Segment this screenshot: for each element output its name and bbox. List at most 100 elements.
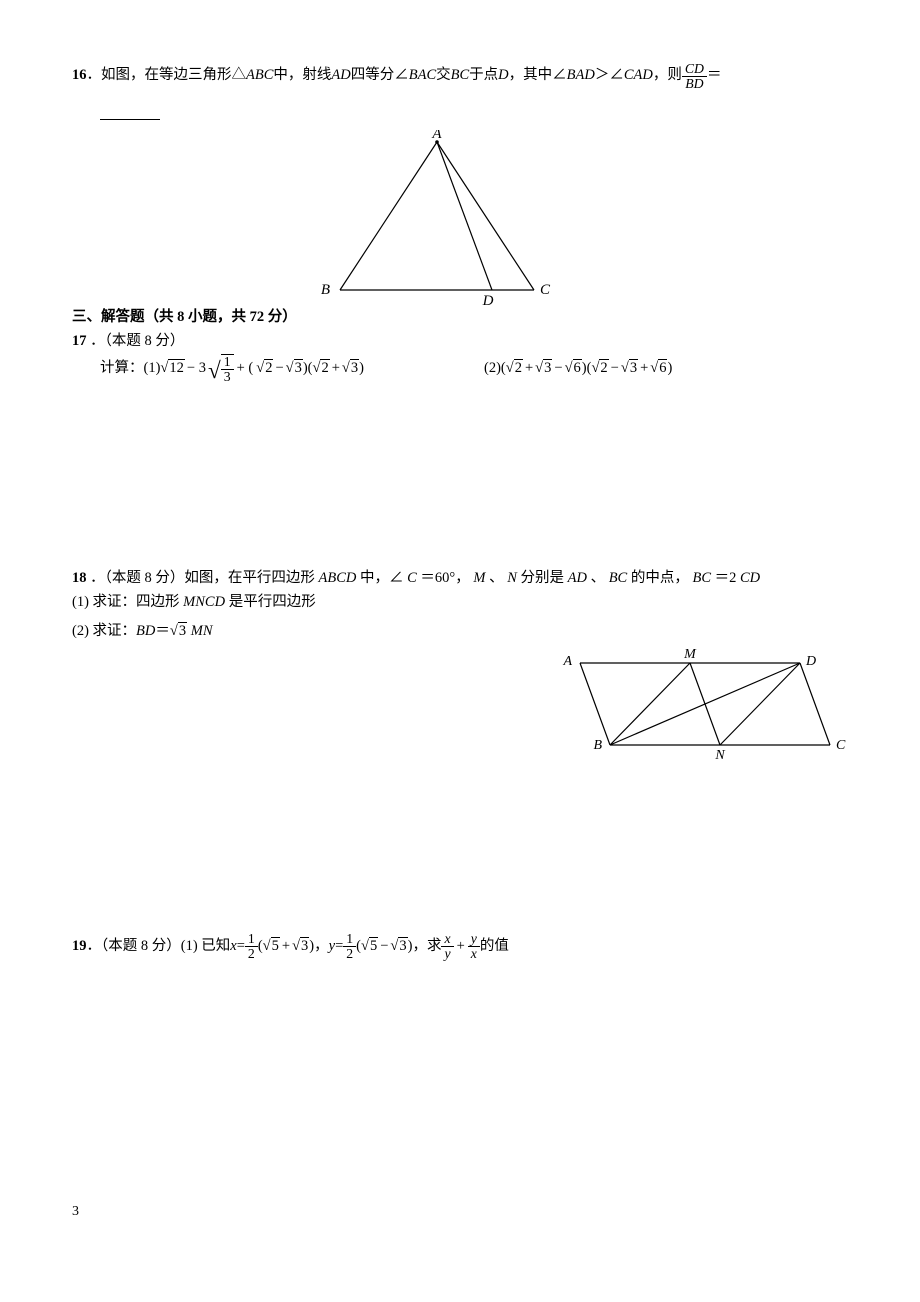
q19-plus2: + <box>454 936 468 958</box>
svg-text:B: B <box>321 282 330 298</box>
q18-AD2: AD <box>568 570 587 586</box>
q19-x-over-y: x y <box>441 932 453 961</box>
q16-stem: 16 ．如图，在等边三角形△ ABC 中，射线 AD 四等分∠ BAC 交 BC… <box>72 62 860 91</box>
q16-t-f: ，其中∠ <box>509 65 567 87</box>
frac-1-3-num: 1 <box>221 355 234 370</box>
sqrt-3c-r: 3 <box>543 359 552 376</box>
sqrt-2b: 2 <box>313 358 330 380</box>
frac-1-3-den: 3 <box>221 370 234 384</box>
q16-frac-num: CD <box>682 62 707 77</box>
svg-text:C: C <box>836 738 846 753</box>
q19-sqrt5b-r: 5 <box>369 937 378 954</box>
svg-text:D: D <box>805 654 816 669</box>
q19-minus1: − <box>378 936 390 958</box>
q17-lead: 计算： <box>100 358 144 380</box>
sqrt-one-third: √ 1 3 <box>208 354 234 384</box>
q16-t-c: 四等分∠ <box>351 65 409 87</box>
q19-eq2: = <box>335 936 343 958</box>
sqrt-3b-r: 3 <box>350 359 359 376</box>
q18-stem: 18 ．（本题 8 分）如图，在平行四边形 ABCD 中，∠ C ＝60°， M… <box>72 568 860 590</box>
q18-ABCD: ABCD <box>319 570 357 586</box>
q19-sqrt5b: 5 <box>361 936 378 958</box>
sqrt-3d-r: 3 <box>629 359 638 376</box>
q19-half-1-den: 2 <box>245 947 258 961</box>
page-number: 3 <box>72 1201 860 1222</box>
plus-2: + <box>330 358 342 380</box>
q19-sqrt3b-r: 3 <box>398 937 407 954</box>
q16-t-d: 交 <box>436 65 451 87</box>
q17-header: 17 ．（本题 8 分） <box>72 331 860 353</box>
svg-text:A: A <box>562 654 572 669</box>
sqrt-6b: 6 <box>650 358 667 380</box>
q19-pts: ．（本题 8 分）(1) 已知 <box>87 936 231 958</box>
q18-t1: 中，∠ <box>360 570 404 586</box>
q17-pts: ．（本题 8 分） <box>90 333 184 349</box>
q18-figure: A D B C M N <box>552 645 860 760</box>
q16-answer-blank[interactable] <box>100 105 160 121</box>
svg-text:M: M <box>683 647 697 662</box>
paren-mid2: )( <box>582 358 592 380</box>
paren-close2: ) <box>667 358 672 380</box>
q17-number: 17 <box>72 333 87 349</box>
q18-C: C <box>407 570 417 586</box>
q16-figure: ABCD <box>302 130 860 305</box>
sqrt-2d: 2 <box>591 358 608 380</box>
q18-p1b: 是平行四边形 <box>229 594 316 610</box>
q16-gt: ＞∠ <box>595 65 624 87</box>
q18-sqrt3-r: 3 <box>178 622 187 639</box>
q18-BC2b: BC <box>692 570 711 586</box>
q18-eq1: ＝2 <box>715 570 737 586</box>
sqrt-6b-r: 6 <box>658 359 667 376</box>
sqrt-12: 12 <box>160 358 184 380</box>
q19-half-1-num: 1 <box>245 932 258 947</box>
q16-AD: AD <box>331 65 350 87</box>
sqrt-3b: 3 <box>342 358 359 380</box>
q19-sqrt5a-r: 5 <box>271 937 280 954</box>
minus-2: − <box>552 358 564 380</box>
q16-BC: BC <box>451 65 470 87</box>
sqrt-2c: 2 <box>506 358 523 380</box>
plus-1: + ( <box>234 358 257 380</box>
q19-plus1: + <box>280 936 292 958</box>
q19-yx-den: x <box>468 947 480 961</box>
frac-1-3: 1 3 <box>221 354 234 384</box>
q18-t2: ＝60°， <box>420 570 469 586</box>
q19-xy-num: x <box>441 932 453 947</box>
sqrt-3d: 3 <box>621 358 638 380</box>
svg-text:A: A <box>431 130 442 142</box>
sqrt-6a-r: 6 <box>573 359 582 376</box>
sqrt-2b-r: 2 <box>320 359 329 376</box>
q17-coef: − 3 <box>185 358 208 380</box>
q19-sqrt3a: 3 <box>292 936 309 958</box>
q18-BD2: BD <box>136 621 155 643</box>
q18-t3: 、 <box>489 570 504 586</box>
sqrt-2d-r: 2 <box>599 359 608 376</box>
svg-text:B: B <box>593 738 602 753</box>
q16-t-g: ，则 <box>653 65 682 87</box>
q18-t3b: 、 <box>591 570 606 586</box>
q16-D: D <box>498 65 508 87</box>
q18-pts: ．（本题 8 分）如图，在平行四边形 <box>90 570 318 586</box>
q18-number: 18 <box>72 570 87 586</box>
sqrt-6a: 6 <box>565 358 582 380</box>
q18-MN: MN <box>191 621 213 643</box>
q19-half-2-den: 2 <box>343 947 356 961</box>
q16-t-a: ．如图，在等边三角形△ <box>87 65 247 87</box>
sqrt-2a: 2 <box>256 358 273 380</box>
q16-eq: ＝ <box>707 65 722 87</box>
q19-half-2-num: 1 <box>343 932 356 947</box>
q18-N: N <box>507 570 517 586</box>
minus-1: − <box>273 358 285 380</box>
sqrt-12-radicand: 12 <box>168 359 185 376</box>
sqrt-3c: 3 <box>535 358 552 380</box>
minus-3: − <box>609 358 621 380</box>
sqrt-3a: 3 <box>286 358 303 380</box>
q18-MNCD: MNCD <box>183 594 225 610</box>
q17-part2: (2) ( 2 + 3 − 6 )( 2 − 3 + 6 ) <box>484 358 672 380</box>
q16-BAD: BAD <box>567 65 595 87</box>
q16-frac-den: BD <box>682 77 707 91</box>
q18-part2: (2) 求证： BD ＝ 3 MN <box>72 621 860 643</box>
svg-text:N: N <box>714 748 725 760</box>
sqrt-2a-r: 2 <box>264 359 273 376</box>
q17-p2-label: (2) <box>484 358 501 380</box>
